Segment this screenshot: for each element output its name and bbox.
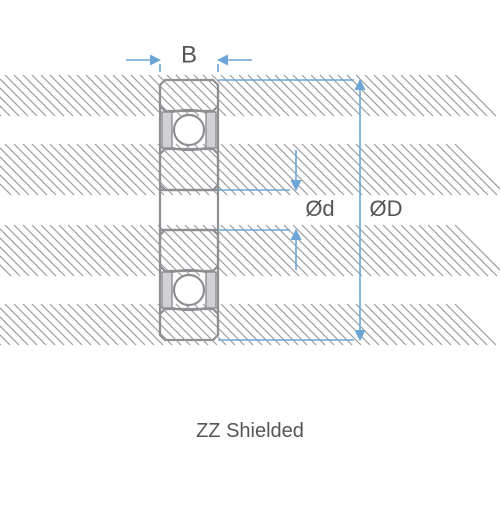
diagram-caption: ZZ Shielded [0,420,500,443]
svg-text:ØD: ØD [370,196,403,221]
svg-text:B: B [181,41,197,68]
svg-text:Ød: Ød [305,196,334,221]
